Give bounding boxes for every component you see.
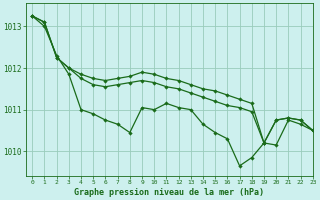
X-axis label: Graphe pression niveau de la mer (hPa): Graphe pression niveau de la mer (hPa) [75,188,264,197]
